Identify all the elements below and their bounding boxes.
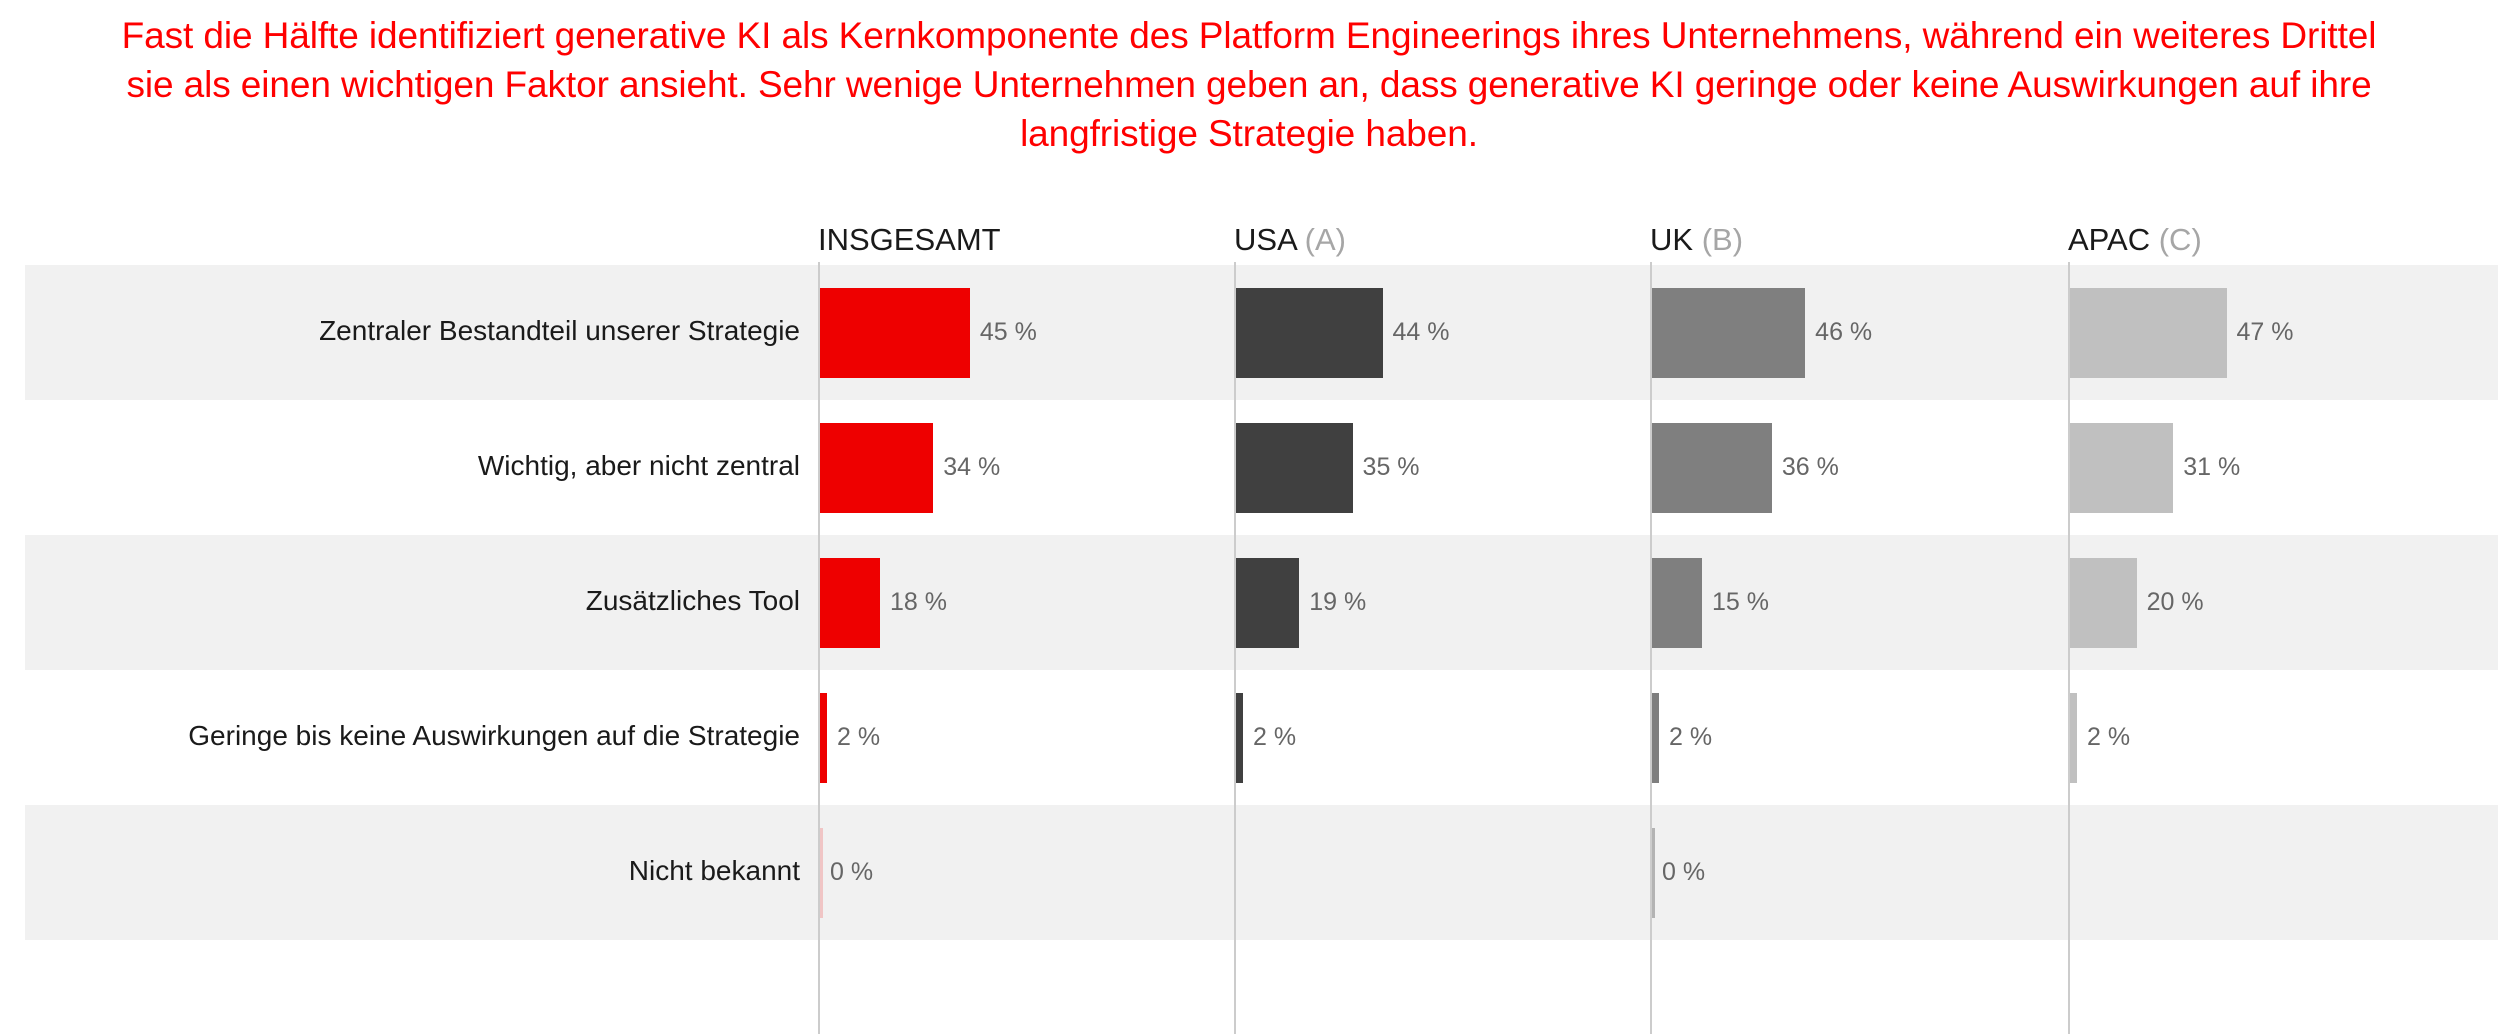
bar-value-label: 2 % xyxy=(1253,722,1297,751)
bar-value-label: 44 % xyxy=(1392,317,1450,346)
bar-value-label: 18 % xyxy=(889,587,947,616)
bar xyxy=(1236,692,1243,783)
category-label: Wichtig, aber nicht zentral xyxy=(477,449,800,481)
bar xyxy=(1236,557,1300,648)
bar-value-label: 0 % xyxy=(1662,857,1706,886)
bar-value-label: 20 % xyxy=(2146,587,2204,616)
bar xyxy=(820,692,827,783)
axis-line-apac xyxy=(2068,262,2070,1034)
column-header-usa: USA (A) xyxy=(1234,222,1346,258)
chart-title: Fast die Hälfte identifiziert generative… xyxy=(0,0,2498,158)
bar-value-label: 15 % xyxy=(1711,587,1769,616)
bar xyxy=(1652,557,1702,648)
bar-value-label: 47 % xyxy=(2236,317,2294,346)
column-header-group-letter: (A) xyxy=(1296,222,1346,257)
bar-value-label: 19 % xyxy=(1309,587,1367,616)
column-header-apac: APAC (C) xyxy=(2068,222,2202,258)
bar xyxy=(1236,287,1383,378)
bar-value-label: 36 % xyxy=(1781,452,1839,481)
column-header-name: INSGESAMT xyxy=(818,222,1001,257)
axis-line-usa xyxy=(1234,262,1236,1034)
bar xyxy=(820,287,970,378)
bar xyxy=(1652,287,1806,378)
bar xyxy=(2070,287,2227,378)
row-band xyxy=(25,805,2498,940)
bar-value-label: 45 % xyxy=(979,317,1037,346)
bar xyxy=(2070,692,2077,783)
column-header-uk: UK (B) xyxy=(1650,222,1743,258)
bar-value-label: 2 % xyxy=(2087,722,2131,751)
bar-value-label: 0 % xyxy=(830,857,874,886)
bar-value-label: 34 % xyxy=(943,452,1001,481)
bar-zero xyxy=(820,827,823,918)
chart-title-line-3: langfristige Strategie haben. xyxy=(1020,112,1478,154)
category-label: Geringe bis keine Auswirkungen auf die S… xyxy=(188,719,800,751)
chart-title-line-2: sie als einen wichtigen Faktor ansieht. … xyxy=(126,63,2372,105)
bar-value-label: 46 % xyxy=(1815,317,1873,346)
bar-zero xyxy=(1652,827,1655,918)
column-header-group-letter: (C) xyxy=(2150,222,2202,257)
bar xyxy=(1236,422,1353,513)
column-header-name: UK xyxy=(1650,222,1694,257)
bar xyxy=(820,557,880,648)
axis-line-uk xyxy=(1650,262,1652,1034)
chart-title-line-1: Fast die Hälfte identifiziert generative… xyxy=(121,15,2377,56)
bar xyxy=(1652,692,1659,783)
bar-value-label: 2 % xyxy=(1669,722,1713,751)
column-header-name: USA xyxy=(1234,222,1297,257)
bar-value-label: 35 % xyxy=(1362,452,1420,481)
column-header-insgesamt: INSGESAMT xyxy=(818,222,1001,258)
bar-value-label: 31 % xyxy=(2183,452,2241,481)
column-header-group-letter: (B) xyxy=(1693,222,1744,257)
bar xyxy=(1652,422,1772,513)
axis-line-insgesamt xyxy=(818,262,820,1034)
category-label: Nicht bekannt xyxy=(628,854,800,886)
bar xyxy=(820,422,934,513)
category-label: Zusätzliches Tool xyxy=(585,584,800,616)
column-header-name: APAC xyxy=(2068,222,2151,257)
bar-value-label: 2 % xyxy=(837,722,881,751)
bar xyxy=(2070,557,2137,648)
bar xyxy=(2070,422,2174,513)
category-label: Zentraler Bestandteil unserer Strategie xyxy=(319,314,800,346)
